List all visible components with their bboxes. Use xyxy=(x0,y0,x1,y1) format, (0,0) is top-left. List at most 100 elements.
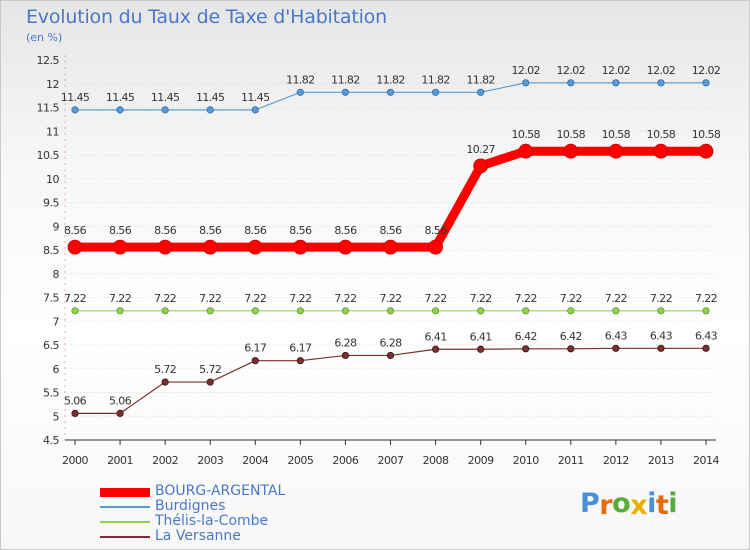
data-label: 11.45 xyxy=(61,91,90,104)
y-tick-label: 12.5 xyxy=(37,54,60,67)
data-label: 8.56 xyxy=(379,224,402,237)
data-label: 7.22 xyxy=(605,292,627,305)
data-point xyxy=(116,106,124,114)
data-label: 6.28 xyxy=(334,336,357,349)
y-tick-label: 8 xyxy=(53,268,60,281)
data-point xyxy=(161,106,169,114)
data-point xyxy=(71,106,79,114)
x-tick-label: 2013 xyxy=(648,454,674,467)
data-label: 7.22 xyxy=(560,292,582,305)
y-tick-label: 6 xyxy=(53,363,60,376)
legend-swatch xyxy=(100,506,150,508)
x-tick-label: 2008 xyxy=(423,454,449,467)
data-label: 6.42 xyxy=(515,330,537,343)
data-label: 7.22 xyxy=(244,292,266,305)
data-label: 6.17 xyxy=(244,342,267,355)
x-tick-label: 2006 xyxy=(332,454,358,467)
data-label: 11.82 xyxy=(376,73,405,86)
data-label: 11.82 xyxy=(466,73,495,86)
data-point xyxy=(522,79,530,87)
y-tick-label: 4.5 xyxy=(43,434,59,447)
data-point xyxy=(702,79,710,87)
data-label: 5.72 xyxy=(199,363,221,376)
data-point xyxy=(247,239,263,255)
data-point xyxy=(567,307,575,315)
data-label: 5.06 xyxy=(64,394,87,407)
data-point xyxy=(161,307,169,315)
data-point xyxy=(431,88,440,96)
data-label: 6.28 xyxy=(379,336,402,349)
data-point xyxy=(206,378,214,386)
data-label: 10.58 xyxy=(692,128,721,141)
data-label: 11.82 xyxy=(286,73,315,86)
data-label: 12.02 xyxy=(647,64,676,77)
y-tick-label: 12 xyxy=(46,78,59,91)
legend-swatch xyxy=(100,521,150,523)
logo-letter: i xyxy=(668,488,678,519)
data-label: 6.43 xyxy=(650,329,673,342)
data-point xyxy=(296,357,304,365)
logo-letter: t xyxy=(655,490,669,521)
data-label: 7.22 xyxy=(515,292,537,305)
data-label: 8.56 xyxy=(109,224,132,237)
logo-letter: r xyxy=(599,490,613,521)
data-point xyxy=(612,307,620,315)
data-label: 10.58 xyxy=(511,128,540,141)
data-point xyxy=(67,239,83,255)
data-point xyxy=(612,79,620,87)
data-label: 6.41 xyxy=(425,330,447,343)
data-label: 7.22 xyxy=(425,292,447,305)
data-point xyxy=(383,239,398,255)
data-point xyxy=(341,307,350,315)
data-label: 7.22 xyxy=(470,292,492,305)
data-point xyxy=(522,345,530,353)
data-point xyxy=(657,307,665,315)
x-tick-label: 2014 xyxy=(693,454,719,467)
data-label: 6.42 xyxy=(560,330,582,343)
y-tick-label: 7.5 xyxy=(43,292,59,305)
data-label: 8.56 xyxy=(334,224,357,237)
data-point xyxy=(157,239,173,255)
data-label: 11.45 xyxy=(241,91,270,104)
data-point xyxy=(477,307,485,315)
x-tick-label: 2001 xyxy=(107,454,133,467)
y-tick-label: 11 xyxy=(46,125,59,138)
y-tick-label: 9 xyxy=(53,220,60,233)
data-label: 8.56 xyxy=(199,224,222,237)
data-label: 12.02 xyxy=(557,64,586,77)
proxiti-logo: Proxiti xyxy=(580,488,678,521)
data-point xyxy=(341,351,350,360)
data-label: 7.22 xyxy=(109,292,131,305)
y-tick-label: 8.5 xyxy=(43,244,59,257)
data-point xyxy=(702,307,710,315)
data-point xyxy=(473,158,489,174)
y-tick-label: 5.5 xyxy=(43,387,59,400)
legend-label: BOURG-ARGENTAL xyxy=(155,483,286,499)
data-label: 8.56 xyxy=(289,224,312,237)
data-point xyxy=(386,351,395,360)
logo-letter: o xyxy=(612,488,631,519)
data-label: 7.22 xyxy=(289,292,311,305)
data-point xyxy=(657,344,665,352)
data-point xyxy=(698,143,714,159)
data-point xyxy=(386,307,395,315)
data-point xyxy=(428,239,443,255)
data-label: 7.22 xyxy=(695,292,717,305)
data-label: 7.22 xyxy=(650,292,672,305)
data-label: 7.22 xyxy=(64,292,86,305)
y-tick-label: 11.5 xyxy=(37,102,60,115)
data-point xyxy=(71,307,79,315)
data-point xyxy=(296,88,304,96)
y-tick-label: 10 xyxy=(46,173,59,186)
data-point xyxy=(608,143,624,159)
data-point xyxy=(292,239,308,255)
data-label: 5.06 xyxy=(109,394,132,407)
data-point xyxy=(653,143,669,159)
data-point xyxy=(567,79,575,87)
data-point xyxy=(296,307,304,315)
data-label: 11.45 xyxy=(196,91,225,104)
data-point xyxy=(206,106,214,114)
data-label: 10.58 xyxy=(557,128,586,141)
data-label: 6.41 xyxy=(470,330,492,343)
